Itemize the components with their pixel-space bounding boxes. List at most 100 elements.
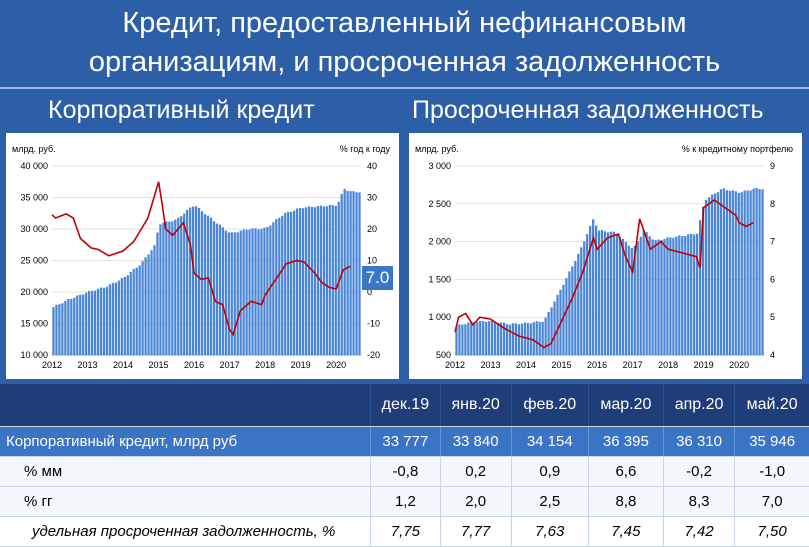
bar — [126, 275, 129, 355]
bar — [648, 236, 651, 355]
bar — [73, 297, 76, 355]
bar — [76, 295, 79, 355]
bar — [568, 271, 571, 355]
bar — [722, 188, 726, 355]
chart-overdue-debt-svg: млрд. руб. % к кредитному портфелю 500 1 … — [415, 144, 793, 370]
table-cell: 1,2 — [370, 486, 441, 517]
table-row: Корпоративный кредит, млрд руб 33 777 33… — [0, 426, 809, 457]
bar — [505, 324, 509, 355]
y-tick-label-left: 500 — [436, 350, 451, 360]
table-cell: 33 840 — [439, 426, 512, 457]
x-tick-label: 2019 — [291, 360, 311, 370]
bar — [719, 189, 723, 355]
bar — [571, 266, 574, 355]
bar — [242, 229, 245, 355]
y-tick-label-left: 15 000 — [20, 319, 48, 329]
bar — [577, 253, 580, 355]
x-tick-label: 2019 — [694, 360, 714, 370]
bar — [272, 222, 275, 355]
bar — [583, 241, 586, 355]
bar — [304, 207, 308, 355]
bar — [698, 220, 702, 355]
x-tick-label: 2015 — [552, 360, 572, 370]
y-tick-label-left: 20 000 — [20, 287, 48, 297]
bar — [517, 324, 521, 355]
bar — [547, 311, 550, 355]
bar — [245, 229, 248, 355]
bar — [269, 225, 272, 355]
bar — [636, 241, 639, 355]
bar — [313, 207, 317, 355]
bar — [761, 189, 764, 355]
y-tick-label-right: 30 — [367, 193, 377, 203]
bar — [630, 247, 633, 355]
table-cell: 2,0 — [439, 486, 512, 517]
bar — [746, 190, 749, 355]
y-tick-label-left: 40 000 — [20, 161, 48, 171]
bar — [710, 194, 714, 355]
table-header-month: фев.20 — [510, 384, 589, 427]
bar — [147, 254, 150, 355]
y-tick-label-right: 20 — [367, 224, 377, 234]
table-cell: -0,8 — [370, 456, 441, 487]
bar — [102, 287, 106, 355]
bar — [293, 210, 296, 355]
chart-overdue-debt: млрд. руб. % к кредитному портфелю 500 1 … — [409, 133, 802, 379]
y-tick-label-left: 2 500 — [428, 199, 451, 209]
bar — [203, 214, 207, 355]
x-tick-label: 2020 — [729, 360, 749, 370]
bar — [586, 234, 589, 355]
bar — [180, 216, 183, 355]
table-cell: 7,50 — [734, 516, 809, 547]
bar — [627, 245, 630, 355]
table-cell: 7,42 — [662, 516, 735, 547]
table-header-row: дек.19 янв.20 фев.20 мар.20 апр.20 май.2… — [0, 384, 809, 427]
table-header-month: янв.20 — [439, 384, 512, 427]
bar — [278, 217, 281, 355]
table-header-month: апр.20 — [662, 384, 735, 427]
bar — [511, 323, 515, 355]
bar — [224, 230, 227, 355]
bar — [349, 191, 352, 355]
bar — [464, 324, 467, 355]
row-label: Корпоративный кредит, млрд руб — [0, 426, 371, 457]
bar — [476, 322, 479, 355]
bar — [461, 324, 464, 355]
table-cell: 35 946 — [734, 426, 809, 457]
bar — [707, 197, 711, 355]
x-tick-label: 2014 — [113, 360, 133, 370]
y-tick-label-right: 7 — [770, 237, 775, 247]
bar — [334, 205, 337, 355]
bar — [156, 232, 159, 355]
bar — [672, 237, 675, 355]
table-header-month: мар.20 — [587, 384, 664, 427]
bar — [642, 230, 645, 355]
bar — [144, 257, 147, 355]
x-tick-label: 2018 — [658, 360, 678, 370]
y-tick-label-left: 1 000 — [428, 312, 451, 322]
bar — [254, 228, 257, 355]
x-tick-label: 2020 — [326, 360, 346, 370]
bar — [538, 321, 541, 355]
row-label: % мм — [0, 456, 371, 487]
slide-title-line2: организациям, и просроченная задолженнос… — [88, 46, 721, 78]
table-cell: 34 154 — [510, 426, 589, 457]
bar — [624, 241, 627, 355]
bar — [734, 191, 737, 355]
y-tick-label-left: 2 000 — [428, 237, 451, 247]
bar — [192, 206, 195, 355]
bar — [749, 190, 752, 355]
bar — [535, 321, 538, 355]
bar — [488, 321, 491, 355]
bar — [239, 230, 242, 355]
bar — [473, 322, 476, 355]
bar — [93, 290, 97, 355]
bar — [88, 290, 91, 355]
y-tick-label-right: 5 — [770, 312, 775, 322]
y-tick-label-right: 10 — [367, 256, 377, 266]
bar — [287, 211, 290, 355]
bar — [609, 231, 613, 355]
table-cell: 0,9 — [510, 456, 589, 487]
bar — [458, 324, 461, 355]
bar — [221, 227, 224, 355]
